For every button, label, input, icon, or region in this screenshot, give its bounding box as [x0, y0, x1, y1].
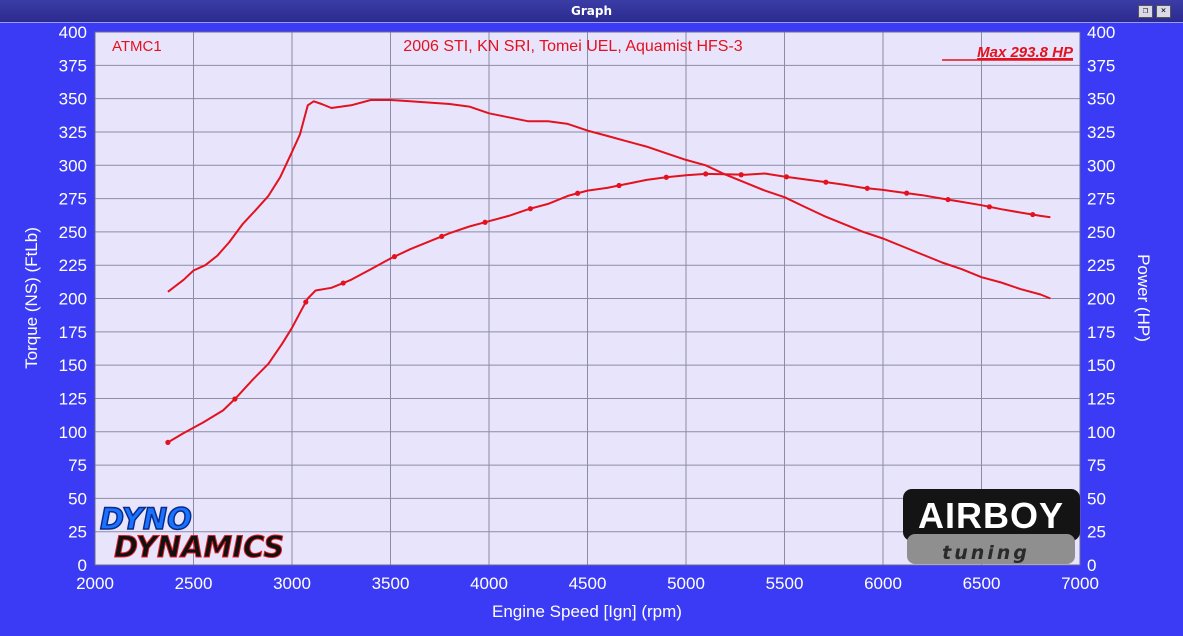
left-y-tick-label: 275: [59, 190, 87, 209]
power-sample-point: [823, 179, 829, 185]
dyno-chart: 2000 2500 3000 3500 4000 4500 5000 5500 6000 6500…: [22, 23, 1153, 621]
power-sample-point: [439, 233, 445, 240]
airboy-logo-sub: tuning: [942, 542, 1030, 564]
right-y-tick-label: 100: [1087, 423, 1115, 442]
left-y-tick-label: 175: [59, 323, 87, 342]
left-y-tick-label: 75: [68, 456, 87, 475]
x-tick-label: 6500: [963, 574, 1001, 593]
power-sample-point: [165, 439, 171, 446]
run-id-label: ATMC1: [112, 38, 162, 55]
x-tick-label: 4500: [569, 574, 607, 593]
right-y-tick-label: 225: [1087, 256, 1115, 275]
power-sample-point: [864, 185, 870, 191]
axes: 2000 2500 3000 3500 4000 4500 5000 5500 6000 6500…: [59, 23, 1116, 593]
right-y-tick-label: 375: [1087, 56, 1115, 75]
airboy-logo-main: AIRBOY: [918, 495, 1064, 536]
grid: [94, 31, 1081, 566]
left-y-tick-label: 225: [59, 256, 87, 275]
window-title: Graph: [571, 4, 612, 18]
left-y-tick-label: 50: [68, 489, 87, 508]
power-sample-point: [482, 219, 488, 225]
right-y-tick-label: 300: [1087, 156, 1115, 175]
dyno-dynamics-logo: DYNO DYNAMICS: [99, 501, 285, 564]
left-y-tick-label: 400: [59, 23, 87, 42]
left-y-tick-label: 200: [59, 290, 87, 309]
dyno-logo-line2: DYNAMICS: [114, 530, 284, 564]
power-sample-point: [986, 204, 992, 210]
left-y-tick-label: 125: [59, 389, 87, 408]
power-sample-point: [232, 396, 238, 402]
right-y-tick-label: 175: [1087, 323, 1115, 342]
power-sample-point: [783, 174, 790, 180]
airboy-tuning-logo: AIRBOY tuning: [903, 489, 1080, 564]
right-y-tick-label: 75: [1087, 456, 1106, 475]
power-sample-point: [527, 206, 533, 212]
right-y-tick-label: 400: [1087, 23, 1115, 42]
restore-icon[interactable]: ❐: [1138, 5, 1153, 18]
x-tick-label: 2000: [76, 574, 114, 593]
power-sample-point: [303, 299, 309, 305]
airboy-logo-sub-bg: [907, 534, 1075, 564]
right-y-tick-label: 25: [1087, 523, 1106, 542]
power-sample-point: [703, 171, 709, 177]
right-y-tick-label: 50: [1087, 489, 1106, 508]
window-titlebar[interactable]: Graph ❐ ×: [0, 0, 1183, 23]
right-y-tick-label: 325: [1087, 123, 1115, 142]
left-y-tick-label: 375: [59, 56, 87, 75]
left-y-tick-label: 350: [59, 90, 87, 109]
x-tick-label: 7000: [1061, 574, 1099, 593]
x-tick-label: 4000: [470, 574, 508, 593]
power-sample-point: [616, 182, 622, 189]
power-sample-point: [945, 196, 951, 203]
x-tick-label: 5000: [667, 574, 705, 593]
right-y-tick-label: 0: [1087, 556, 1096, 575]
x-tick-label: 6000: [864, 574, 902, 593]
left-y-tick-label: 250: [59, 223, 87, 242]
plot-border: [94, 31, 1081, 566]
x-tick-label: 3500: [372, 574, 410, 593]
left-y-tick-label: 325: [59, 123, 87, 142]
power-sample-point: [663, 174, 669, 180]
torque-curve: [167, 99, 1051, 300]
left-y-tick-label: 0: [78, 556, 87, 575]
right-axis-label: Power (HP): [1134, 254, 1153, 342]
left-y-tick-label: 100: [59, 423, 87, 442]
power-sample-point: [391, 254, 398, 260]
power-sample-point: [904, 190, 910, 196]
power-sample-point: [738, 172, 744, 178]
x-axis-label: Engine Speed [Ign] (rpm): [492, 602, 682, 621]
right-y-tick-label: 200: [1087, 290, 1115, 309]
power-sample-point: [575, 190, 581, 196]
chart-title: 2006 STI, KN SRI, Tomei UEL, Aquamist HF…: [403, 38, 742, 55]
dyno-logo-line1: DYNO: [100, 502, 192, 536]
right-y-tick-label: 125: [1087, 389, 1115, 408]
right-y-tick-label: 150: [1087, 356, 1115, 375]
right-y-tick-label: 250: [1087, 223, 1115, 242]
left-y-tick-label: 25: [68, 523, 87, 542]
power-sample-point: [340, 280, 346, 286]
power-sample-point: [1030, 211, 1036, 218]
left-y-tick-label: 150: [59, 356, 87, 375]
x-tick-label: 2500: [175, 574, 213, 593]
close-icon[interactable]: ×: [1156, 5, 1171, 18]
left-y-tick-label: 300: [59, 156, 87, 175]
x-tick-label: 3000: [273, 574, 311, 593]
left-axis-label: Torque (NS) (FtLb): [22, 227, 41, 369]
right-y-tick-label: 350: [1087, 90, 1115, 109]
x-tick-label: 5500: [766, 574, 804, 593]
airboy-logo-bg: [903, 489, 1080, 541]
max-power-label: Max 293.8 HP: [977, 44, 1074, 61]
right-y-tick-label: 275: [1087, 190, 1115, 209]
curves: [165, 99, 1051, 446]
